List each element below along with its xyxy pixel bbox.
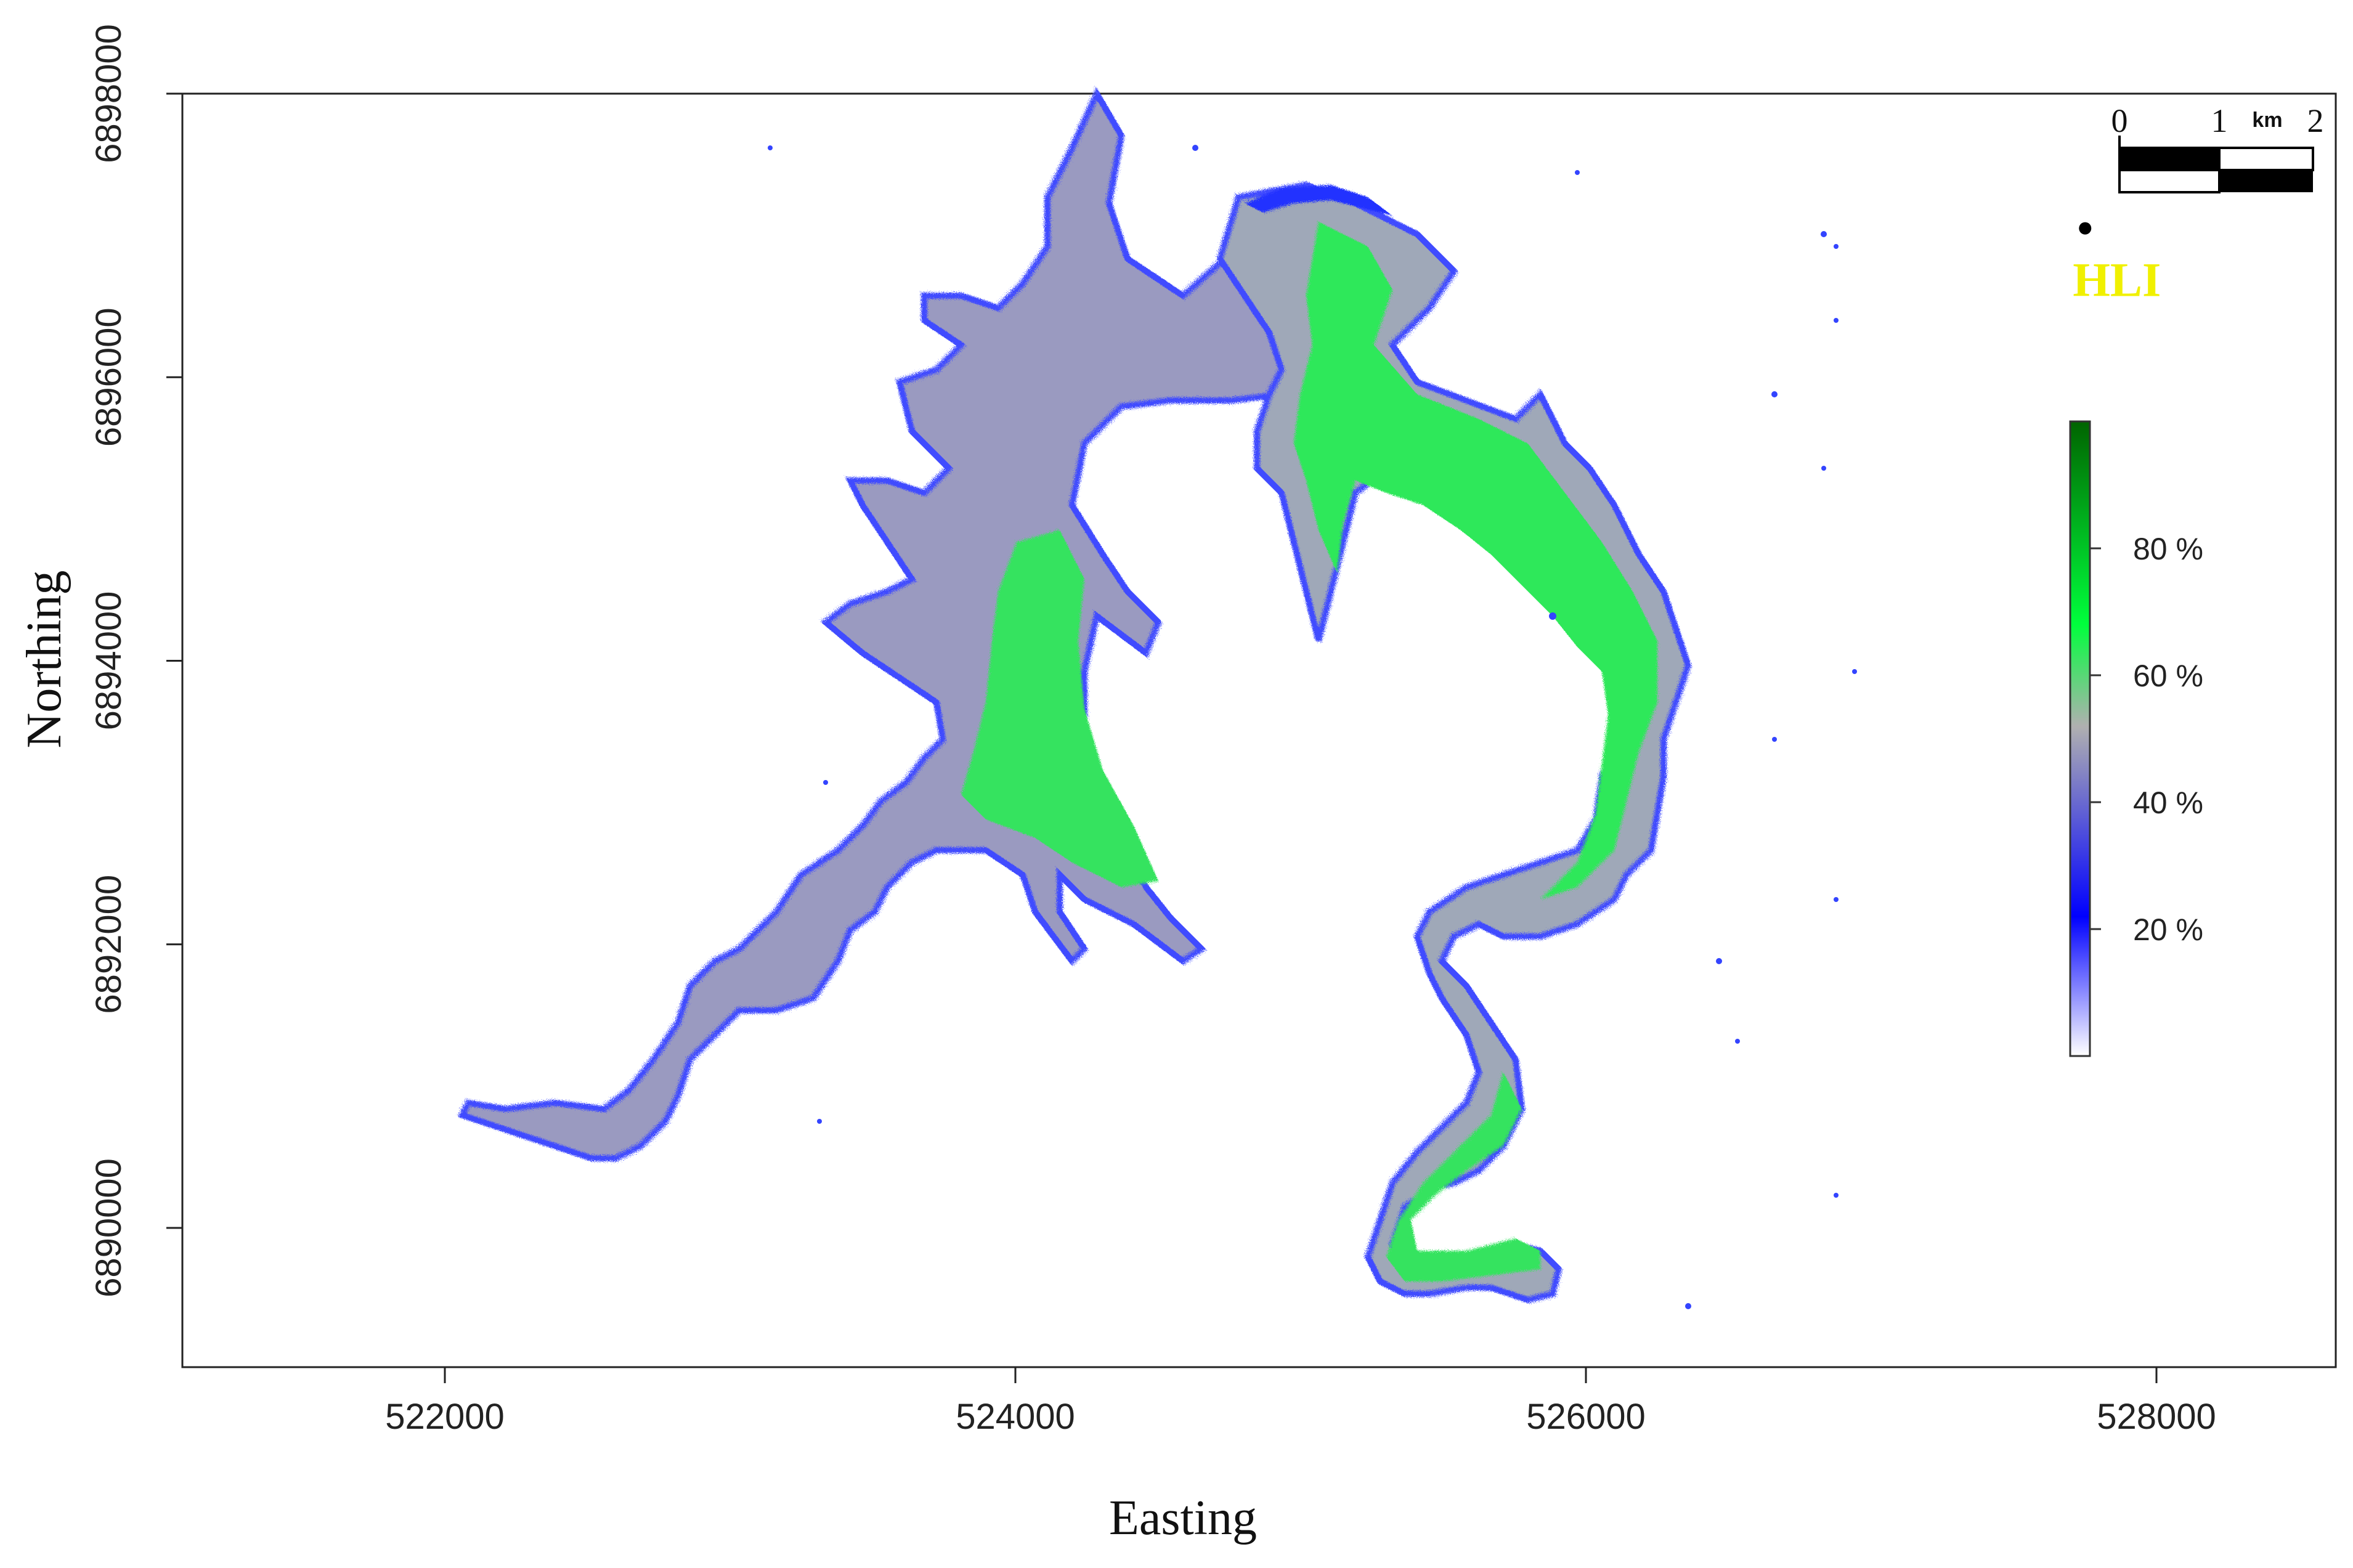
legend-tick-label: 80 % bbox=[2133, 532, 2203, 566]
y-axis-title: Northing bbox=[17, 571, 71, 749]
x-axis: 5220005240005260005280005300005320005340… bbox=[182, 1366, 2336, 1437]
x-tick-label: 524000 bbox=[956, 1397, 1075, 1437]
site-point bbox=[2079, 222, 2092, 235]
y-tick-label: 6892000 bbox=[89, 875, 129, 1014]
lake-east-core bbox=[1294, 222, 1657, 900]
scale-label-2: 2 bbox=[2307, 102, 2324, 139]
x-tick-label: 528000 bbox=[2097, 1397, 2216, 1437]
scale-label-0: 0 bbox=[2111, 102, 2128, 139]
x-axis-title: Easting bbox=[1109, 1491, 1257, 1545]
scale-bar: 0 1 km 2 bbox=[2111, 102, 2324, 193]
noise-specks bbox=[768, 145, 1857, 1309]
legend-tick-label: 40 % bbox=[2133, 786, 2203, 820]
scale-label-1: 1 bbox=[2211, 102, 2228, 139]
lake-south-core bbox=[1386, 1072, 1540, 1282]
legend-tick-label: 20 % bbox=[2133, 912, 2203, 947]
lake-north-shore bbox=[1245, 185, 1392, 216]
y-axis: 6890000 6892000 6894000 6896000 6898000 bbox=[89, 24, 184, 1367]
scale-bar-seg-2-top bbox=[2218, 147, 2314, 171]
scale-bar-seg-1-bottom bbox=[2118, 169, 2221, 193]
color-legend: 20 % 40 % 60 % 80 % bbox=[2069, 420, 2203, 1057]
x-tick-label: 522000 bbox=[385, 1397, 505, 1437]
site-markers: HLIHUI bbox=[2073, 222, 2161, 307]
x-tick-label: 526000 bbox=[1526, 1397, 1646, 1437]
scale-unit: km bbox=[2252, 108, 2282, 132]
y-tick-label: 6890000 bbox=[89, 1158, 129, 1298]
scale-bar-seg-1-top bbox=[2119, 148, 2219, 170]
legend-ticks: 20 % 40 % 60 % 80 % bbox=[2090, 532, 2203, 947]
legend-tick-label: 60 % bbox=[2133, 659, 2203, 693]
lake-west-core bbox=[961, 530, 1158, 887]
y-tick-label: 6894000 bbox=[89, 591, 129, 731]
site-label: HLI bbox=[2073, 253, 2161, 307]
lake-raster bbox=[457, 87, 1692, 1304]
legend-bar bbox=[2069, 420, 2091, 1057]
lake-west-arm bbox=[457, 87, 1408, 1161]
y-tick-label: 6898000 bbox=[89, 24, 129, 163]
scale-bar-seg-2-bottom bbox=[2219, 170, 2313, 192]
y-tick-label: 6896000 bbox=[89, 307, 129, 447]
